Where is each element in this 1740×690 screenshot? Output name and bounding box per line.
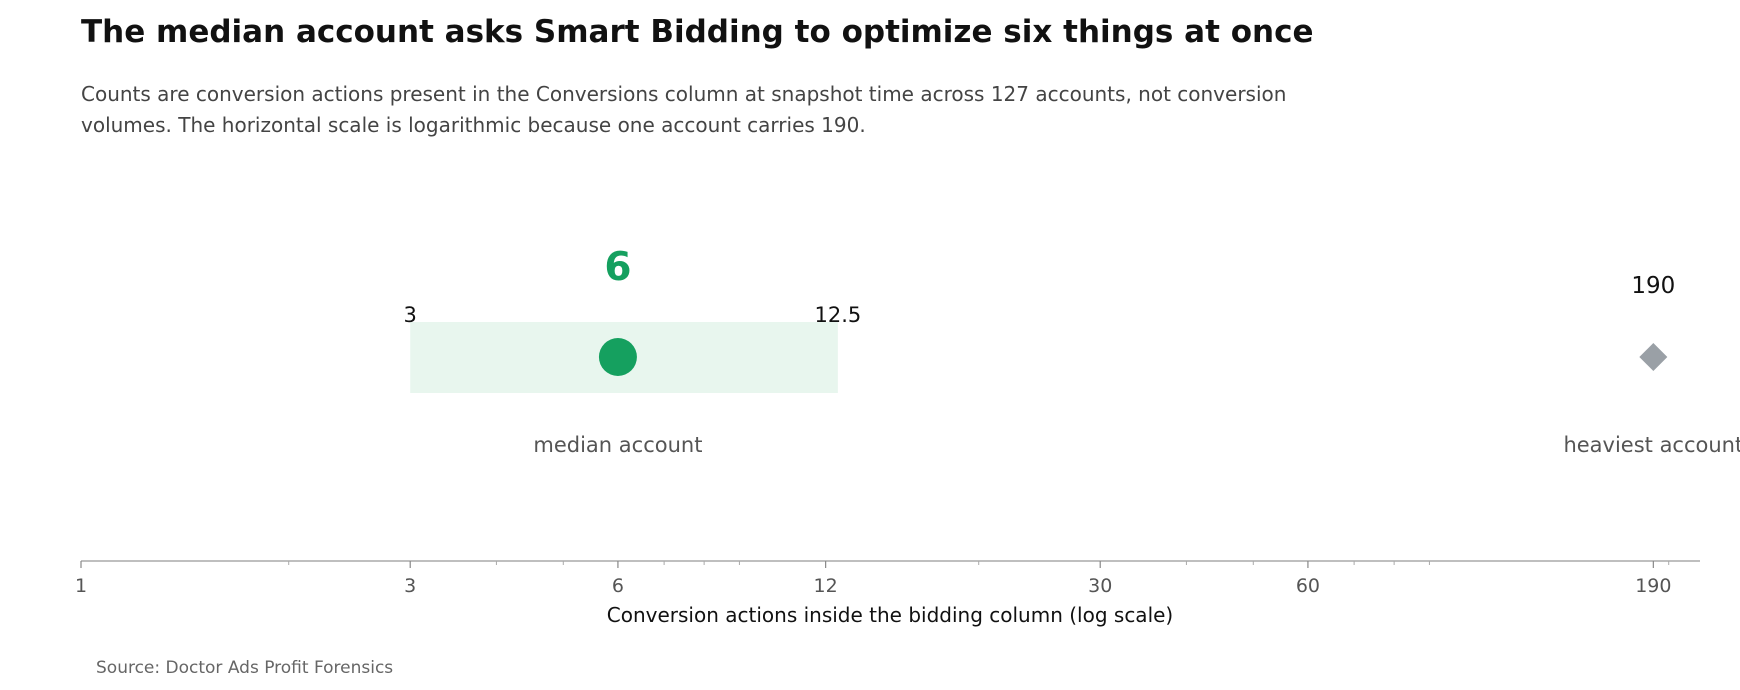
x-tick-label: 60	[1296, 575, 1320, 597]
x-tick-label: 3	[404, 575, 416, 597]
range-low-label: 3	[404, 303, 417, 327]
range-high-label: 12.5	[814, 303, 861, 327]
heaviest-point-label: heaviest account	[1563, 433, 1740, 457]
chart-title: The median account asks Smart Bidding to…	[81, 14, 1314, 50]
heaviest-point-marker	[1639, 343, 1668, 371]
heaviest-value-label: 190	[1631, 273, 1675, 299]
x-tick-label: 1	[75, 575, 87, 597]
source-note: Source: Doctor Ads Profit Forensics	[96, 658, 394, 678]
x-tick-label: 30	[1088, 575, 1112, 597]
chart-subtitle: Counts are conversion actions present in…	[81, 82, 1287, 137]
x-tick-label: 190	[1635, 575, 1671, 597]
x-tick-label: 6	[612, 575, 624, 597]
x-axis-title: Conversion actions inside the bidding co…	[607, 603, 1173, 627]
median-point-label: median account	[533, 433, 702, 457]
median-point-marker	[598, 338, 637, 376]
median-value-label: 6	[604, 245, 631, 290]
x-tick-label: 12	[814, 575, 838, 597]
